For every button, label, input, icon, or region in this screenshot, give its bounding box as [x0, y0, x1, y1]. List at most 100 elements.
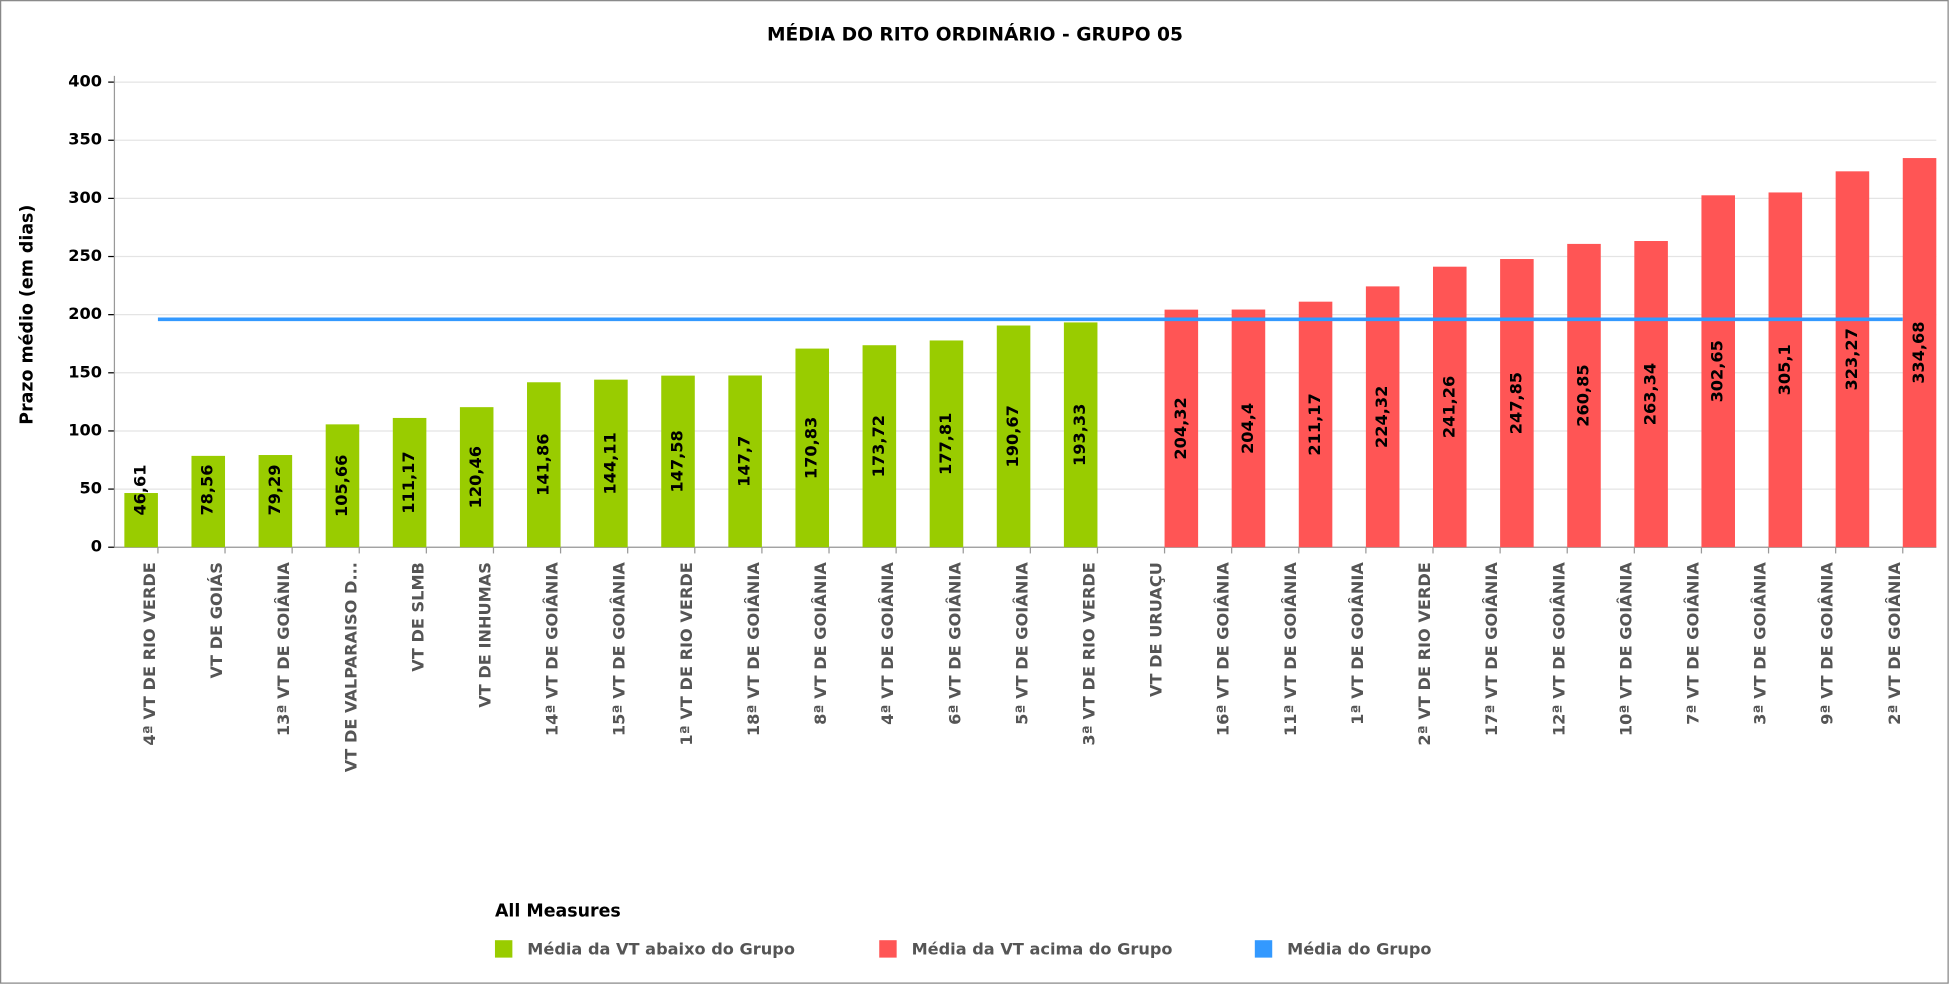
legend-label: Média do Grupo: [1287, 940, 1431, 959]
legend-swatch: [1254, 940, 1273, 958]
value-label: 144,11: [600, 432, 619, 494]
value-label: 147,58: [668, 430, 687, 492]
bar: [1902, 158, 1937, 548]
legend-label: Média da VT abaixo do Grupo: [527, 940, 795, 959]
x-tick-label: 11ª VT DE GOIÂNIA: [1281, 562, 1300, 736]
x-tick-label: 6ª VT DE GOIÂNIA: [945, 562, 964, 725]
bar: [1500, 259, 1534, 548]
bar: [795, 348, 830, 548]
x-tick-label: VT DE GOIÁS: [207, 562, 226, 678]
x-tick-label: 3ª VT DE GOIÂNIA: [1751, 562, 1770, 725]
value-label: 305,1: [1775, 344, 1794, 395]
legend-swatch: [879, 940, 897, 958]
bar: [258, 455, 293, 548]
value-label: 211,17: [1305, 393, 1324, 455]
value-label: 46,61: [131, 464, 150, 515]
x-tick-label: VT DE URUAÇU: [1147, 562, 1166, 697]
y-tick-label: 50: [79, 479, 101, 498]
y-tick-label: 350: [68, 130, 102, 149]
value-label: 78,56: [198, 464, 217, 515]
x-tick-label: 16ª VT DE GOIÂNIA: [1214, 562, 1233, 736]
bar: [325, 424, 360, 548]
x-tick-label: 13ª VT DE GOIÂNIA: [274, 562, 293, 736]
x-tick-label: 1ª VT DE RIO VERDE: [677, 562, 696, 745]
value-label: 241,26: [1439, 376, 1458, 438]
value-label: 190,67: [1003, 405, 1022, 467]
x-tick-label: 4ª VT DE GOIÂNIA: [878, 562, 897, 725]
bar: [1567, 243, 1601, 548]
value-label: 120,46: [466, 446, 485, 508]
value-label: 173,72: [869, 415, 888, 477]
value-label: 147,7: [735, 436, 754, 487]
y-tick-label: 200: [68, 304, 102, 323]
x-tick-label: 2ª VT DE RIO VERDE: [1415, 562, 1434, 745]
value-label: 193,33: [1070, 404, 1089, 466]
bar: [661, 375, 695, 548]
x-tick-label: 14ª VT DE GOIÂNIA: [543, 562, 562, 736]
value-label: 111,17: [399, 451, 418, 513]
x-tick-label: 17ª VT DE GOIÂNIA: [1482, 562, 1501, 736]
bar: [594, 379, 628, 548]
bar: [996, 325, 1031, 548]
bar: [1768, 192, 1803, 548]
x-tick-label: 2ª VT DE GOIÂNIA: [1885, 562, 1904, 725]
bar: [191, 455, 226, 548]
x-tick-label: 1ª VT DE GOIÂNIA: [1348, 562, 1367, 725]
x-tick-label: 8ª VT DE GOIÂNIA: [811, 562, 830, 725]
value-label: 247,85: [1506, 372, 1525, 434]
value-label: 224,32: [1372, 386, 1391, 448]
value-label: 263,34: [1641, 363, 1660, 425]
bar: [1634, 241, 1668, 548]
bar: [124, 493, 158, 548]
y-tick-label: 100: [68, 420, 102, 439]
x-tick-label: 4ª VT DE RIO VERDE: [140, 562, 159, 745]
x-tick-label: 10ª VT DE GOIÂNIA: [1616, 562, 1635, 736]
x-tick-label: 15ª VT DE GOIÂNIA: [610, 562, 629, 736]
x-tick-label: 3ª VT DE RIO VERDE: [1079, 562, 1098, 745]
bar: [862, 345, 897, 548]
value-label: 334,68: [1909, 321, 1928, 383]
bar: [1231, 309, 1266, 548]
bar: [1164, 309, 1199, 548]
y-tick-label: 0: [91, 537, 102, 556]
bar: [728, 375, 762, 548]
value-label: 170,83: [802, 417, 821, 479]
x-tick-label: VT DE INHUMAS: [476, 562, 495, 708]
bar: [929, 340, 964, 548]
value-label: 260,85: [1573, 364, 1592, 426]
value-label: 177,81: [936, 413, 955, 475]
bar: [1063, 322, 1098, 548]
value-label: 105,66: [332, 455, 351, 517]
value-label: 141,86: [533, 434, 552, 496]
x-tick-label: 18ª VT DE GOIÂNIA: [744, 562, 763, 736]
value-label: 204,32: [1171, 397, 1190, 459]
bar: [1432, 266, 1467, 548]
y-tick-label: 150: [68, 362, 102, 381]
y-tick-label: 250: [68, 246, 102, 265]
bar: [1365, 286, 1400, 548]
y-tick-label: 300: [68, 188, 102, 207]
y-tick-label: 400: [68, 72, 102, 91]
bar: [392, 417, 427, 548]
x-tick-label: 9ª VT DE GOIÂNIA: [1818, 562, 1837, 725]
value-label: 323,27: [1842, 328, 1861, 390]
x-tick-label: VT DE SLMB: [408, 562, 427, 672]
bar: [1701, 195, 1735, 548]
bar: [1835, 171, 1870, 548]
legend-swatch: [494, 940, 513, 958]
value-label: 302,65: [1708, 340, 1727, 402]
value-label: 204,4: [1238, 403, 1257, 454]
y-axis-label: Prazo médio (em dias): [17, 205, 37, 425]
x-tick-label: VT DE VALPARAISO D...: [341, 562, 360, 772]
bar: [1298, 301, 1333, 548]
x-tick-label: 5ª VT DE GOIÂNIA: [1012, 562, 1031, 725]
chart-title: MÉDIA DO RITO ORDINÁRIO - GRUPO 05: [767, 22, 1183, 45]
bar: [527, 382, 561, 548]
legend-label: Média da VT acima do Grupo: [912, 940, 1173, 959]
value-label: 79,29: [265, 464, 284, 515]
bar: [459, 407, 494, 548]
x-tick-label: 12ª VT DE GOIÂNIA: [1549, 562, 1568, 736]
